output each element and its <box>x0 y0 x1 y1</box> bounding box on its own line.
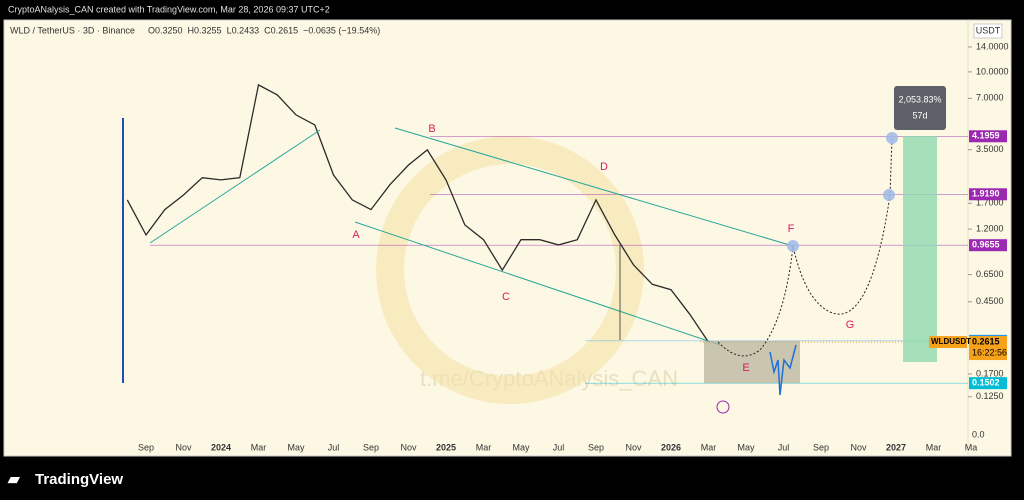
x-tick-label: Ma <box>965 442 978 452</box>
x-tick-label: Sep <box>138 442 154 452</box>
wave-label: E <box>742 362 749 374</box>
point-2 <box>886 132 898 144</box>
y-tick-label: 10.0000 <box>976 66 1009 76</box>
symbol-label: WLDUSDT <box>931 337 971 346</box>
wave-label: F <box>788 223 795 235</box>
x-tick-label: Nov <box>400 442 417 452</box>
channel-upper <box>394 127 794 247</box>
y-tick-label: 7.0000 <box>976 93 1004 103</box>
ohlc-value: C0.2615 <box>264 25 298 35</box>
x-tick-label: 2026 <box>661 442 681 452</box>
wave-label: G <box>846 319 855 331</box>
x-tick-label: 2024 <box>211 442 231 452</box>
y-tick-label: 0.4500 <box>976 296 1004 306</box>
wave-label: D <box>600 161 608 173</box>
level-box <box>969 239 1007 252</box>
wave-label: C <box>502 291 510 303</box>
x-tick-label: May <box>287 442 305 452</box>
watermark-logo <box>376 136 644 404</box>
level-box <box>969 188 1007 201</box>
y-tick-label: 1.7000 <box>976 198 1004 208</box>
currency-box <box>973 23 1003 39</box>
x-tick-label: Mar <box>476 442 492 452</box>
x-tick-label: Sep <box>813 442 829 452</box>
y-tick-label: 3.5000 <box>976 144 1004 154</box>
y-tick-label: 0.1250 <box>976 391 1004 401</box>
projection-range <box>903 136 937 362</box>
x-tick-label: 2027 <box>886 442 906 452</box>
level-label: 1.9190 <box>972 189 1000 199</box>
symbol: WLD / TetherUS · 3D · Binance <box>10 25 135 35</box>
x-tick-label: Mar <box>251 442 267 452</box>
x-tick-label: Jul <box>328 442 340 452</box>
ohlc-value: O0.3250 <box>148 25 183 35</box>
y-tick-label: 1.2000 <box>976 223 1004 233</box>
x-tick-label: Mar <box>926 442 942 452</box>
wave-label: A <box>352 229 360 241</box>
x-tick-label: Jul <box>778 442 790 452</box>
x-tick-label: Nov <box>850 442 867 452</box>
point-1 <box>883 189 895 201</box>
level-label: 0.9655 <box>972 240 1000 250</box>
x-tick-label: Mar <box>701 442 717 452</box>
x-tick-label: Nov <box>625 442 642 452</box>
x-tick-label: 2025 <box>436 442 456 452</box>
currency: USDT <box>976 25 1001 35</box>
ohlc-value: H0.3255 <box>188 25 222 35</box>
doodle <box>769 344 797 396</box>
level-box <box>969 377 1007 390</box>
x-tick-label: Jul <box>553 442 565 452</box>
trend-line <box>149 129 321 244</box>
event-icon <box>716 400 730 414</box>
symbol-box <box>929 336 967 349</box>
ohlc-value: L0.2433 <box>227 25 260 35</box>
y-tick-label: 0.0 <box>972 429 985 439</box>
measure-duration: 57d <box>912 110 927 120</box>
logo-mark: ▰ <box>7 471 20 488</box>
level-box <box>969 130 1007 143</box>
wave-label: B <box>428 123 435 135</box>
x-tick-label: May <box>737 442 755 452</box>
brand: TradingView <box>35 471 123 488</box>
y-tick-label: 14.0000 <box>976 41 1009 51</box>
last-price-box <box>969 336 1007 361</box>
level-label: 0.1502 <box>972 378 1000 388</box>
x-tick-label: Sep <box>363 442 379 452</box>
projection-path <box>717 137 893 357</box>
x-tick-label: Sep <box>588 442 604 452</box>
measure-label: 2,053.83% <box>898 94 941 104</box>
countdown: 16:22:56 <box>972 347 1007 357</box>
point-f <box>787 240 799 252</box>
y-tick-label: 0.6500 <box>976 269 1004 279</box>
x-tick-label: May <box>512 442 530 452</box>
level-label: 4.1959 <box>972 131 1000 141</box>
measure-box <box>894 86 946 130</box>
x-tick-label: Nov <box>175 442 192 452</box>
y-tick-label: 0.1700 <box>976 368 1004 378</box>
last-price-label: 0.2615 <box>972 336 1000 346</box>
channel-lower <box>354 221 721 346</box>
credit: CryptoANalysis_CAN created with TradingV… <box>8 4 330 14</box>
ohlc-value: −0.0635 (−19.54%) <box>303 25 380 35</box>
price-line <box>126 83 710 343</box>
